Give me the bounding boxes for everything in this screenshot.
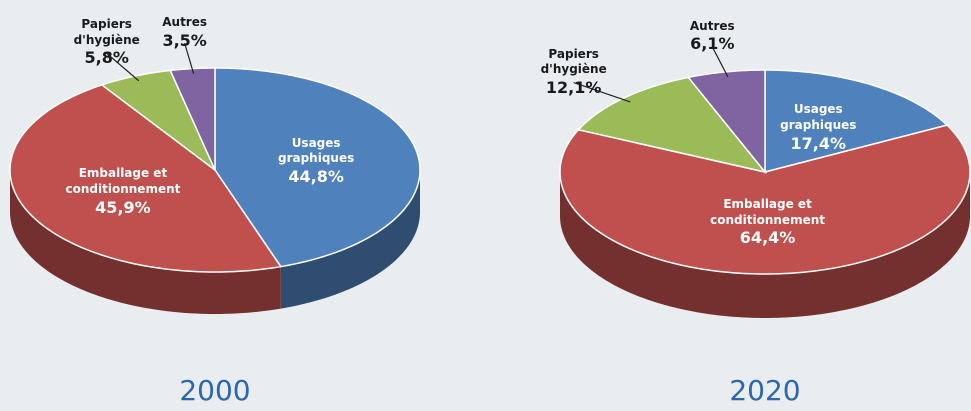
slice	[9, 84, 283, 273]
value-label: 5,8%	[84, 48, 129, 68]
category-label: Autres	[162, 14, 207, 29]
slice-label: Papiers d'hygiène 5,8%	[67, 17, 147, 69]
chart-title: 2000	[179, 374, 251, 407]
value-label: 3,5%	[162, 30, 207, 50]
slice-label: Autres 6,1%	[672, 19, 752, 55]
slice-label: Usages graphiques 17,4%	[758, 102, 878, 154]
category-label: Usages graphiques	[277, 135, 355, 166]
category-label: Emballage et conditionnement	[710, 196, 825, 227]
leader-line	[573, 81, 631, 103]
slice	[764, 69, 949, 173]
value-label: 64,4%	[739, 228, 796, 248]
slice	[559, 124, 971, 275]
slice-label: Emballage et conditionnement 45,9%	[63, 166, 183, 218]
slice-side	[10, 170, 281, 314]
category-label: Papiers d'hygiène	[540, 46, 607, 77]
category-label: Papiers d'hygiène	[73, 17, 140, 47]
value-label: 45,9%	[95, 197, 151, 217]
slice-label: Autres 3,5%	[145, 15, 225, 51]
leader-line	[711, 46, 729, 78]
value-label: 17,4%	[790, 133, 847, 153]
slice-side	[560, 172, 970, 318]
slice-side	[280, 170, 420, 309]
category-label: Usages graphiques	[780, 102, 857, 133]
leader-line	[184, 42, 195, 74]
leader-line	[106, 52, 140, 82]
value-label: 6,1%	[690, 34, 735, 54]
category-label: Emballage et conditionnement	[65, 166, 181, 197]
slice-label: Emballage et conditionnement 64,4%	[708, 197, 828, 249]
value-label: 44,8%	[288, 166, 344, 186]
category-label: Autres	[689, 18, 735, 33]
chart-title: 2020	[729, 374, 801, 407]
slice-label: Papiers d'hygiène 12,1%	[534, 47, 614, 99]
value-label: 12,1%	[545, 77, 602, 97]
slice-label: Usages graphiques 44,8%	[256, 136, 376, 188]
slice	[100, 69, 216, 171]
slice	[576, 76, 767, 174]
slice	[214, 67, 421, 268]
